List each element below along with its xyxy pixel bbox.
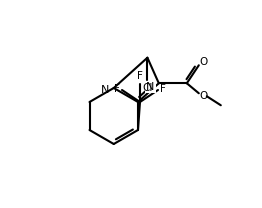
Text: N: N [146,82,155,92]
Text: O: O [200,57,208,67]
Text: Cl: Cl [142,83,152,93]
Text: F: F [137,71,143,81]
Text: F: F [160,84,166,94]
Text: F: F [114,84,120,94]
Text: N: N [100,85,109,95]
Text: O: O [200,91,208,101]
